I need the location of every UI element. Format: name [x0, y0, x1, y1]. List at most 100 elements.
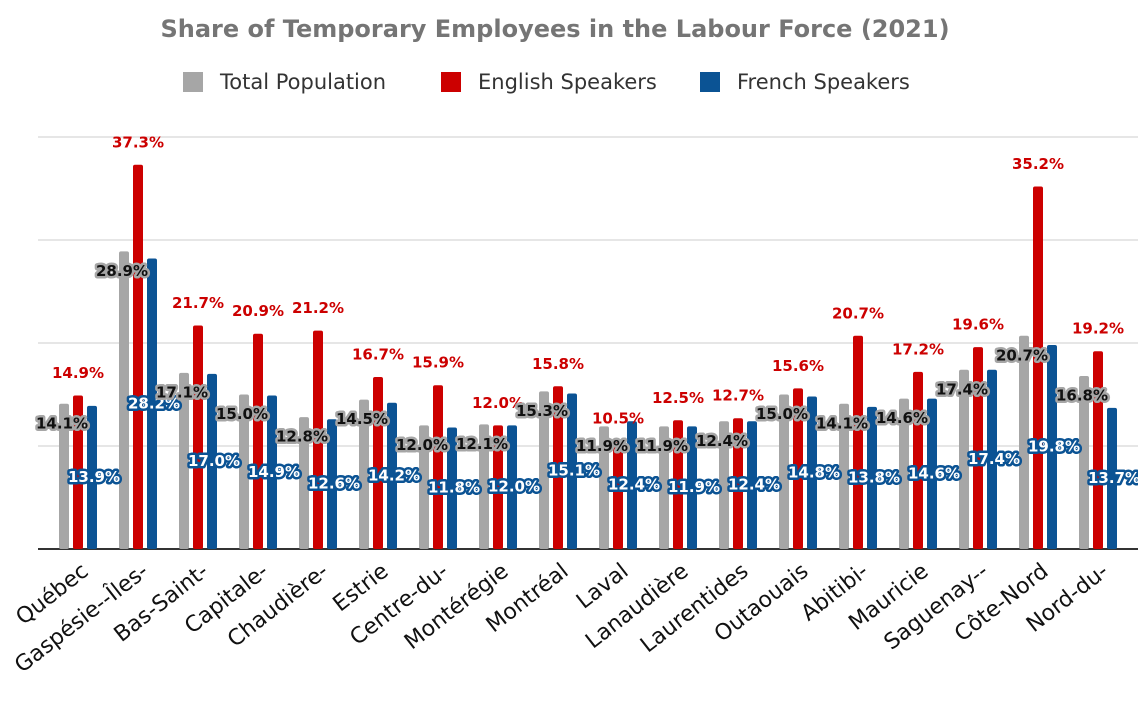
data-label: 15.1%	[548, 462, 600, 480]
data-label: 17.0%	[188, 452, 240, 470]
data-label: 12.8%	[276, 428, 328, 446]
data-label: 14.2%	[368, 466, 420, 484]
bar	[927, 398, 937, 549]
bar	[493, 425, 503, 549]
bar	[147, 258, 157, 549]
data-label: 11.9%	[576, 437, 628, 455]
bar	[613, 440, 623, 549]
data-label: 12.0%	[396, 436, 448, 454]
bar	[1079, 375, 1089, 549]
data-label: 12.5%	[652, 389, 704, 407]
data-label: 15.6%	[772, 357, 824, 375]
data-label: 12.0%	[472, 394, 524, 412]
bar	[853, 335, 863, 549]
bar	[553, 386, 563, 549]
bar	[253, 333, 263, 549]
data-label: 17.4%	[968, 450, 1020, 468]
bar	[119, 251, 129, 549]
bar	[987, 369, 997, 549]
legend-label: English Speakers	[478, 70, 657, 94]
data-label: 20.9%	[232, 302, 284, 320]
data-label: 13.8%	[848, 468, 900, 486]
data-label: 16.8%	[1056, 386, 1108, 404]
data-label: 17.4%	[936, 380, 988, 398]
bar	[567, 393, 577, 549]
bar	[959, 369, 969, 549]
data-label: 21.7%	[172, 294, 224, 312]
bar	[1047, 345, 1057, 549]
bar	[179, 372, 189, 549]
data-label: 20.7%	[832, 304, 884, 322]
bar	[719, 421, 729, 549]
bar	[673, 420, 683, 549]
data-label: 14.1%	[36, 414, 88, 432]
bar	[1107, 407, 1117, 549]
data-label: 11.9%	[668, 478, 720, 496]
data-label: 20.7%	[996, 346, 1048, 364]
data-label: 15.0%	[216, 405, 268, 423]
bar	[59, 403, 69, 549]
bar	[507, 425, 517, 549]
bar	[1019, 335, 1029, 549]
data-label: 13.7%	[1088, 469, 1138, 487]
data-label: 19.6%	[952, 316, 1004, 334]
data-label: 15.9%	[412, 354, 464, 372]
legend-label: Total Population	[219, 70, 386, 94]
data-label: 28.2%	[128, 394, 180, 412]
data-label: 12.4%	[696, 432, 748, 450]
data-label: 14.6%	[876, 409, 928, 427]
bar	[839, 403, 849, 549]
data-label: 35.2%	[1012, 155, 1064, 173]
data-label: 14.9%	[52, 364, 104, 382]
data-label: 19.8%	[1028, 438, 1080, 456]
data-label: 15.3%	[516, 402, 568, 420]
bar	[87, 405, 97, 549]
bar	[867, 406, 877, 549]
data-label: 17.1%	[156, 383, 208, 401]
bar	[913, 371, 923, 549]
data-label: 15.8%	[532, 355, 584, 373]
data-label: 17.2%	[892, 340, 944, 358]
data-label: 14.8%	[788, 463, 840, 481]
bar	[133, 164, 143, 549]
data-label: 12.7%	[712, 387, 764, 405]
data-label: 11.8%	[428, 479, 480, 497]
data-label: 12.4%	[608, 476, 660, 494]
legend-swatch	[183, 72, 203, 92]
bar	[747, 421, 757, 549]
bar	[659, 426, 669, 549]
data-label: 21.2%	[292, 299, 344, 317]
bar	[447, 427, 457, 549]
data-label: 14.5%	[336, 410, 388, 428]
data-label: 14.9%	[248, 463, 300, 481]
data-label: 14.1%	[816, 414, 868, 432]
bar	[899, 398, 909, 549]
bar	[687, 426, 697, 549]
bar	[359, 399, 369, 549]
bar	[793, 388, 803, 549]
data-label: 37.3%	[112, 133, 164, 151]
bar	[599, 426, 609, 549]
bar	[973, 347, 983, 549]
bar	[387, 402, 397, 549]
bar	[627, 421, 637, 549]
bar	[267, 395, 277, 549]
data-label: 13.9%	[68, 468, 120, 486]
bar	[539, 391, 549, 549]
data-label: 11.9%	[636, 437, 688, 455]
data-label: 10.5%	[592, 409, 644, 427]
bar	[733, 418, 743, 549]
legend-swatch	[441, 72, 461, 92]
bar	[73, 395, 83, 549]
chart-title: Share of Temporary Employees in the Labo…	[160, 15, 949, 43]
data-label: 19.2%	[1072, 320, 1124, 338]
data-label: 12.6%	[308, 475, 360, 493]
data-label: 14.6%	[908, 464, 960, 482]
data-label: 12.0%	[488, 478, 540, 496]
data-label: 12.4%	[728, 476, 780, 494]
bar	[1093, 351, 1103, 549]
bar	[479, 424, 489, 549]
bar	[419, 425, 429, 549]
